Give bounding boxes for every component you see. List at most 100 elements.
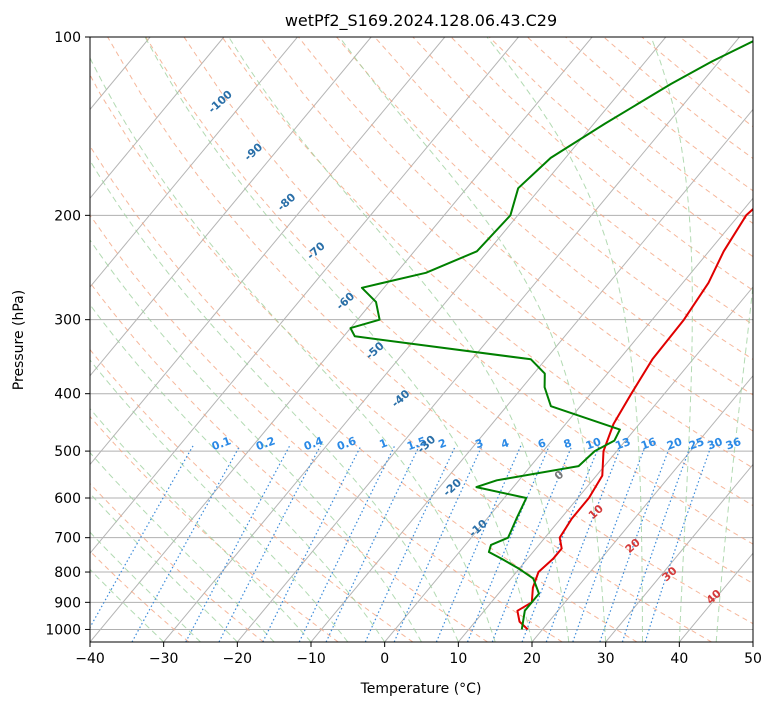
moist-adiabat (90, 531, 201, 642)
dry-adiabat (90, 348, 414, 642)
moist-adiabat (650, 37, 693, 642)
mixing-ratio-label: 3 (473, 436, 485, 451)
mixing-ratio-line (185, 445, 291, 642)
y-tick-label: 300 (54, 313, 81, 329)
isotherm-label: -80 (275, 191, 299, 214)
isotherm-line (163, 37, 667, 642)
mixing-ratio-line (90, 445, 194, 629)
mixing-ratio-line (572, 445, 646, 642)
dry-adiabat (412, 37, 753, 326)
mixing-ratio-label: 8 (562, 436, 574, 451)
y-tick-label: 500 (54, 444, 81, 460)
moist-adiabat (90, 359, 349, 642)
mixing-ratio-label: 10 (584, 435, 603, 453)
moist-adiabat (90, 303, 386, 642)
isotherm-label: -60 (334, 289, 358, 312)
mixing-ratio-labels: 0.1 0.2 0.4 0.6 1 1.5 2 3 4 6 8 10 13 16 20 25 30 36 (210, 434, 743, 453)
isotherm-line (90, 37, 519, 555)
background-lines (0, 37, 753, 642)
isotherm-line (0, 37, 3, 642)
isotherm-line (605, 463, 753, 642)
mixing-ratio-line (521, 445, 600, 642)
dry-adiabat (90, 145, 638, 642)
y-tick-label: 600 (54, 491, 81, 507)
isotherm-line (752, 641, 753, 642)
x-tick-label: −20 (223, 651, 253, 667)
x-tick-label: 50 (744, 651, 762, 667)
dry-adiabat (374, 37, 753, 361)
isotherm-line (90, 37, 446, 466)
isotherm-label: 30 (660, 564, 680, 584)
dry-adiabat (259, 37, 753, 469)
temperature-profile (516, 207, 753, 631)
x-tick-label: 0 (380, 651, 389, 667)
mixing-ratio-label: 16 (639, 435, 658, 453)
isotherm-label: -40 (389, 387, 413, 410)
y-tick-label: 1000 (45, 622, 81, 638)
y-axis-label: Pressure (hPa) (11, 290, 27, 390)
isotherm-line (236, 37, 740, 642)
mixing-ratio-label: 4 (499, 436, 511, 451)
moist-adiabat (486, 37, 643, 642)
y-tick-label: 100 (54, 30, 81, 46)
isotherm-line (457, 286, 753, 642)
y-tick-label: 900 (54, 595, 81, 611)
moist-adiabat (144, 37, 533, 642)
dry-adiabat (221, 37, 753, 507)
mixing-ratio-label: 13 (613, 435, 632, 452)
dry-adiabat (107, 37, 753, 625)
dry-adiabat (336, 37, 753, 396)
isotherm-line (531, 374, 753, 642)
dry-adiabat (183, 37, 753, 545)
dry-adiabat (450, 37, 753, 291)
y-tick-label: 700 (54, 531, 81, 547)
mixing-ratio-label: 1 (378, 436, 390, 451)
mixing-ratio-label: 0.1 (210, 434, 233, 453)
mixing-ratio-line (435, 445, 522, 642)
moist-adiabat (90, 159, 459, 642)
isotherm-line (90, 37, 225, 200)
mixing-ratio-label: 2 (437, 436, 449, 451)
dry-adiabat (90, 73, 712, 642)
profile-lines (349, 40, 753, 631)
chart-title: wetPf2_S169.2024.128.06.43.C29 (285, 11, 557, 31)
x-axis-ticks: −40 −30 −20 −10 0 10 20 30 40 50 (75, 642, 762, 667)
mixing-ratio-label: 20 (665, 435, 684, 453)
moist-adiabat (339, 37, 607, 642)
mixing-ratio-label: 36 (724, 435, 743, 453)
moist-adiabat (90, 492, 238, 642)
moist-adiabat (90, 568, 165, 642)
mixing-ratio-label: 25 (687, 435, 706, 452)
isotherm-label: -100 (206, 88, 235, 116)
moist-adiabat (90, 239, 422, 642)
isotherm-line (90, 37, 298, 288)
dewpoint-profile (349, 40, 753, 630)
y-axis-ticks: 100 200 300 400 500 600 700 800 900 1000 (45, 30, 90, 638)
mixing-ratio-line (262, 445, 362, 642)
isotherm-label: 40 (704, 587, 724, 607)
isotherm-line (678, 552, 753, 642)
dry-adiabat (90, 415, 339, 642)
mixing-ratio-line (545, 445, 622, 642)
mixing-ratio-line (621, 445, 692, 642)
isotherm-label: -10 (466, 517, 490, 540)
mixing-ratio-label: 6 (536, 436, 548, 451)
mixing-ratio-line (364, 445, 457, 642)
moist-adiabat (90, 407, 312, 642)
isotherm-label: -90 (242, 140, 266, 163)
y-tick-label: 400 (54, 387, 81, 403)
x-tick-label: −10 (296, 651, 326, 667)
x-axis-label: Temperature (°C) (360, 681, 482, 697)
mixing-ratio-label: 0.4 (302, 434, 325, 453)
mixing-ratio-label: 0.2 (254, 434, 277, 453)
isotherm-line (384, 197, 753, 642)
mixing-ratio-line (131, 445, 241, 642)
mixing-ratio-line (218, 445, 321, 642)
isotherm-label: 10 (586, 502, 606, 522)
x-tick-label: −30 (149, 651, 179, 667)
isotherm-label: -50 (363, 339, 387, 362)
x-tick-label: 30 (597, 651, 615, 667)
plot-frame (89, 36, 754, 643)
